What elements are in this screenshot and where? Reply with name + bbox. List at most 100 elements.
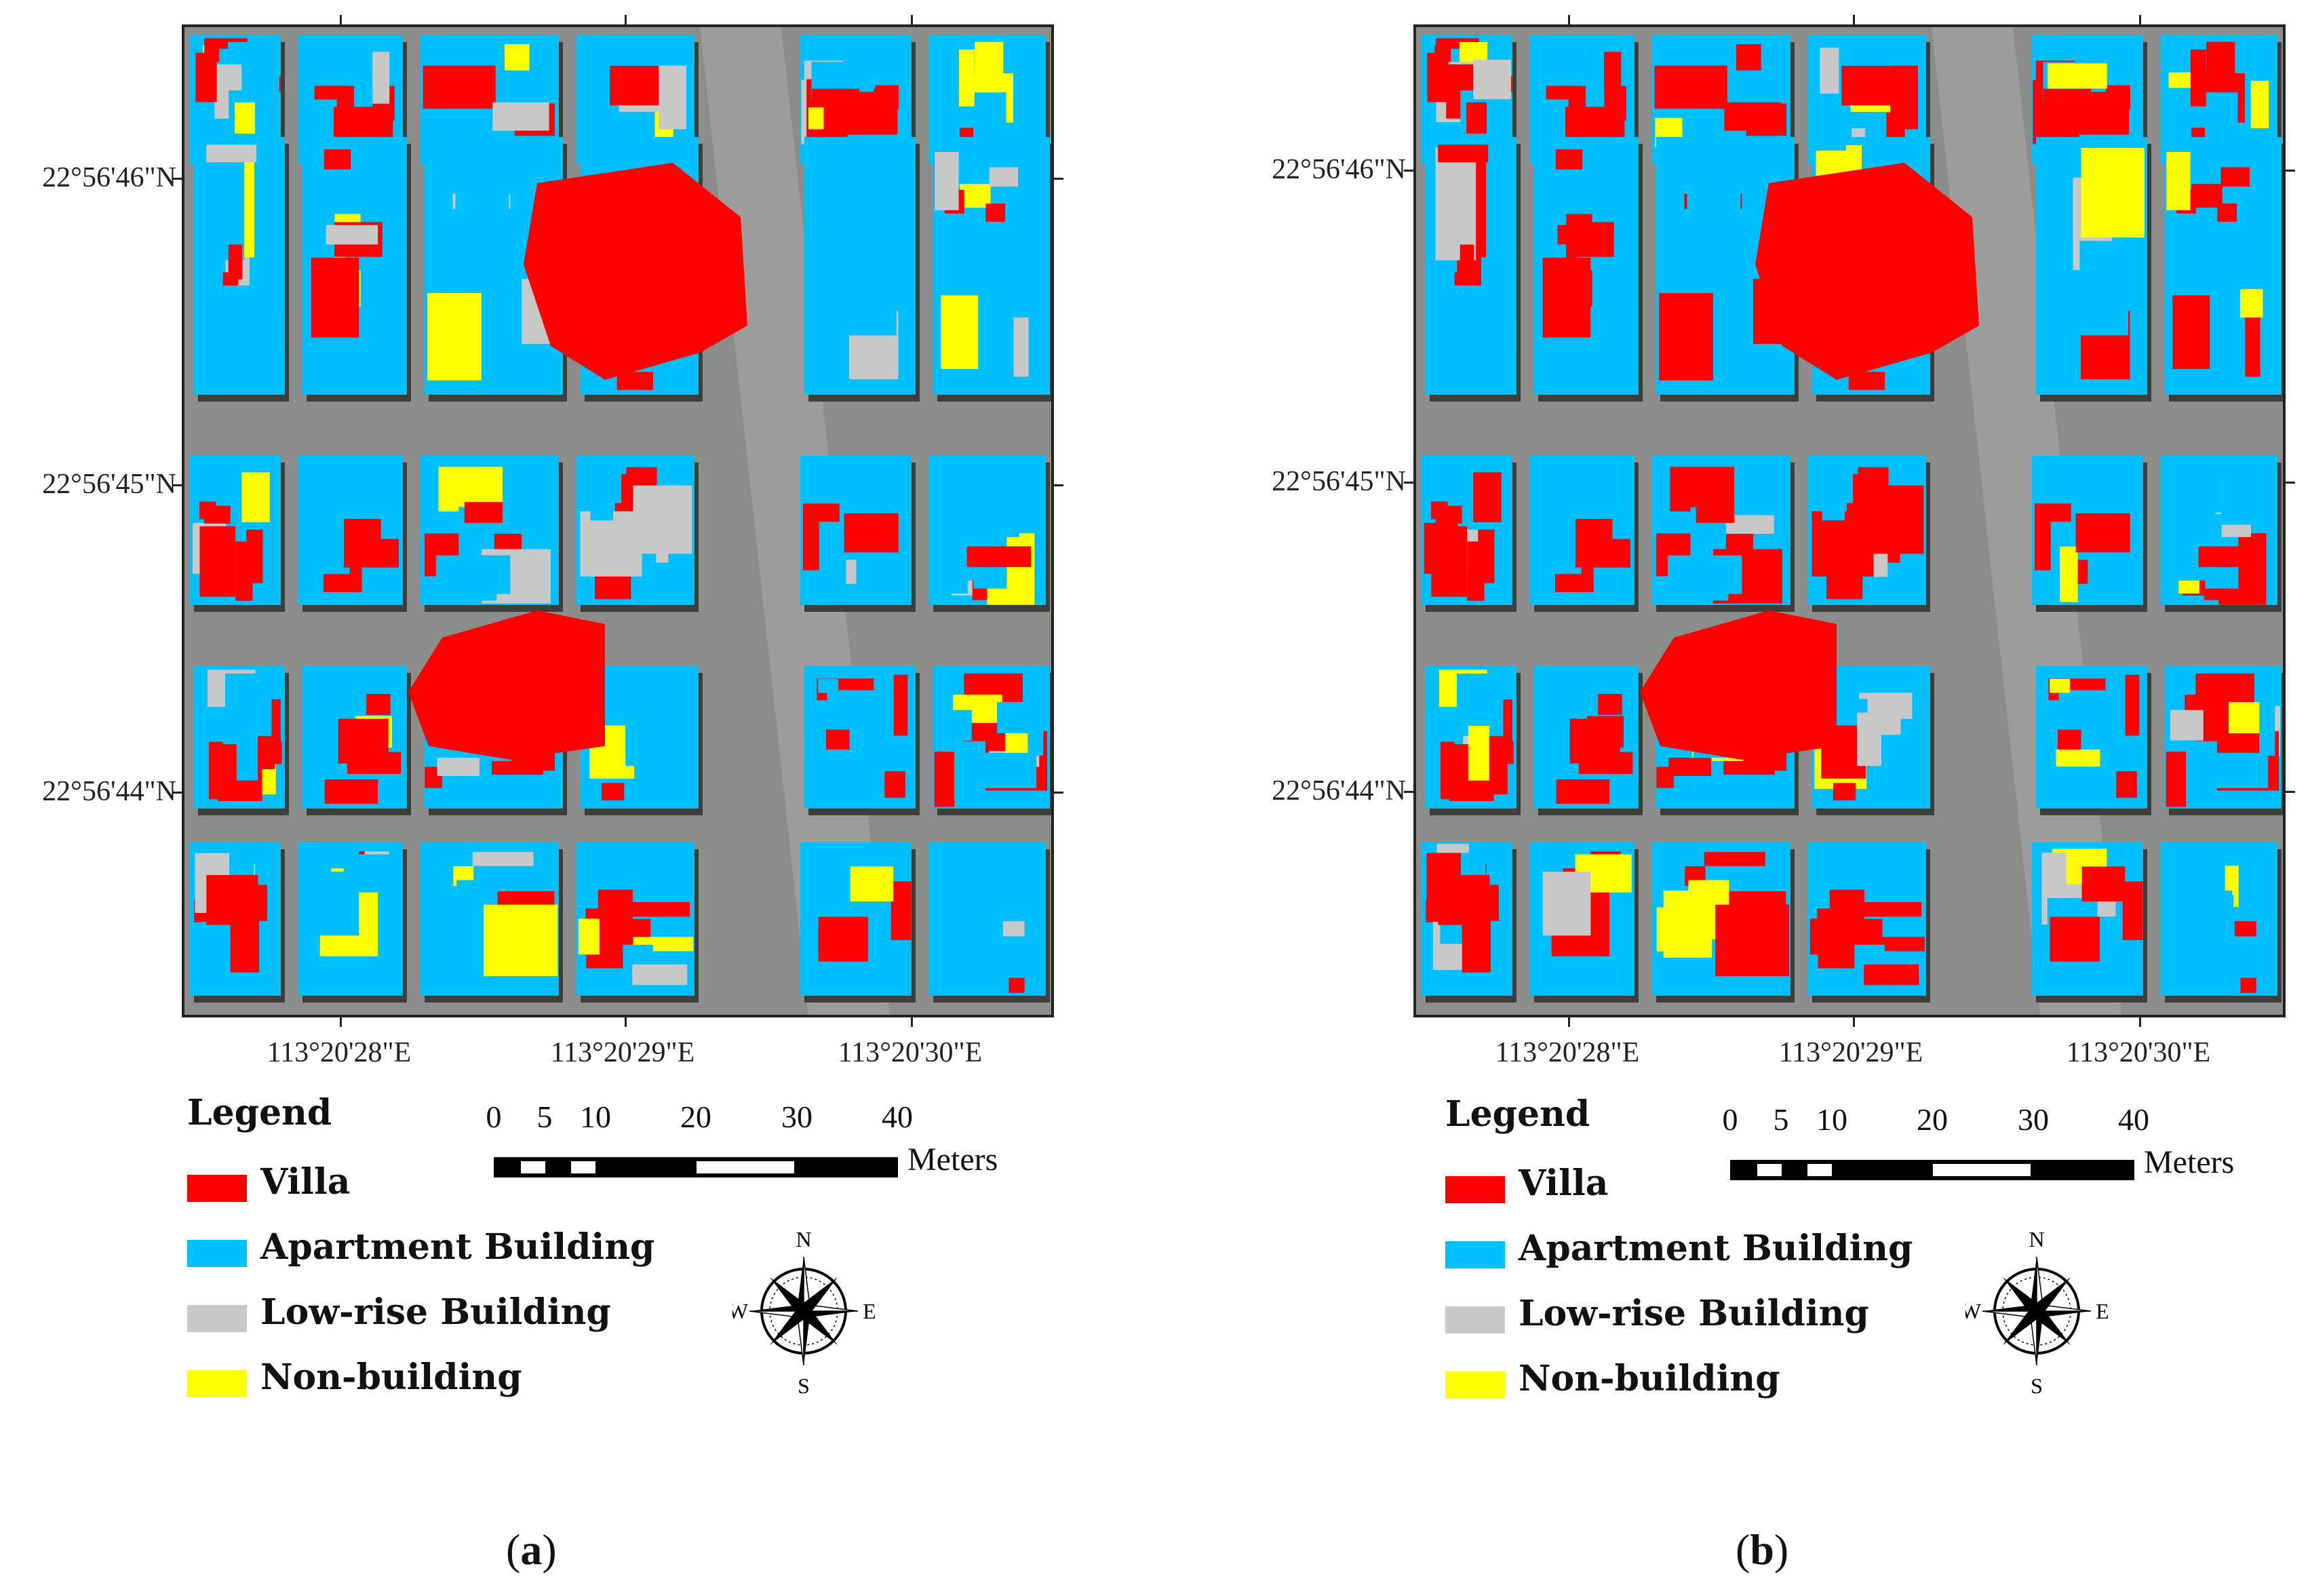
class-patch: [1668, 758, 1712, 777]
longitude-label: 113°20'29"E: [550, 1037, 695, 1068]
legend-item-apartment: Apartment Building: [1445, 1228, 1920, 1269]
legend-swatch: [187, 1305, 247, 1332]
class-patch: [236, 725, 258, 781]
frame-tick: [172, 484, 184, 486]
class-patch: [1890, 65, 1918, 130]
class-patch: [633, 485, 692, 554]
class-patch: [311, 872, 359, 936]
classified-map-b: [1416, 27, 2283, 1015]
class-patch: [2039, 107, 2056, 130]
frame-tick: [2139, 1015, 2141, 1027]
class-patch: [1542, 872, 1591, 936]
class-patch: [1557, 225, 1610, 245]
class-patch: [437, 758, 480, 777]
class-patch: [649, 735, 690, 777]
latitude-label: 22°56'44"N: [42, 776, 176, 807]
legend-label: Villa: [1519, 1163, 1609, 1204]
scale-tick-label: 0: [1722, 1102, 1738, 1137]
frame-tick: [1404, 791, 1416, 793]
class-patch: [1654, 65, 1727, 109]
compass-n: N: [796, 1227, 811, 1251]
villa-block: [408, 610, 605, 760]
scale-tick-label: 20: [680, 1099, 711, 1134]
class-patch: [971, 752, 1037, 788]
class-patch: [801, 461, 857, 499]
class-patch: [1025, 894, 1044, 942]
longitude-label: 113°20'30"E: [838, 1037, 983, 1068]
class-patch: [314, 85, 349, 100]
class-patch: [985, 203, 1005, 222]
class-patch: [2059, 546, 2078, 602]
scale-segment: [571, 1161, 595, 1173]
compass-w: W: [732, 1299, 749, 1323]
frame-tick: [1568, 15, 1570, 27]
legend-swatch: [1445, 1176, 1505, 1203]
class-patch: [964, 890, 1001, 955]
compass-w: W: [1965, 1299, 1982, 1323]
class-patch: [1659, 293, 1713, 381]
scale-segment: [521, 1161, 545, 1173]
class-patch: [1696, 502, 1735, 523]
class-patch: [324, 779, 378, 804]
scale-tick-label: 30: [781, 1099, 813, 1134]
longitude-label: 113°20'28"E: [267, 1037, 412, 1068]
frame-tick: [1404, 482, 1416, 484]
class-patch: [2079, 241, 2129, 336]
scale-segment: [1933, 1164, 2031, 1176]
class-patch: [1833, 783, 1856, 801]
class-patch: [1449, 285, 1495, 372]
class-patch: [2172, 295, 2210, 369]
frame-tick: [1404, 170, 1416, 172]
class-patch: [484, 904, 558, 977]
class-patch: [1848, 372, 1885, 390]
legend-item-lowrise: Low-rise Building: [1445, 1293, 1920, 1334]
scale-bar: 0 5 10 20 30 40 Meters: [1722, 1102, 2281, 1190]
class-patch: [632, 964, 688, 986]
longitude-label: 113°20'29"E: [1778, 1037, 1923, 1068]
frame-tick: [911, 15, 913, 27]
frame-tick: [1051, 178, 1063, 180]
class-patch: [884, 771, 905, 798]
caption-open: (: [506, 1525, 521, 1574]
classified-map-a: [184, 27, 1051, 1015]
class-patch: [966, 546, 1032, 568]
class-patch: [849, 148, 913, 238]
class-patch: [2033, 461, 2088, 499]
class-patch: [1820, 47, 1839, 94]
class-patch: [1724, 102, 1781, 131]
class-patch: [818, 916, 868, 962]
class-patch: [1736, 44, 1761, 71]
frame-tick: [340, 15, 342, 27]
class-patch: [324, 149, 351, 170]
scale-tick-label: 30: [2018, 1102, 2049, 1137]
class-patch: [1431, 526, 1468, 597]
class-patch: [338, 718, 389, 764]
class-patch: [2050, 916, 2100, 962]
panel-caption-a: (a): [506, 1525, 557, 1575]
class-patch: [2081, 866, 2126, 901]
class-patch: [1473, 60, 1511, 100]
frame-tick: [2283, 791, 2295, 793]
frame-tick: [340, 1015, 342, 1027]
scale-tick-label: 10: [1816, 1102, 1847, 1137]
class-patch: [601, 783, 625, 801]
legend-item-villa: Villa: [1445, 1163, 1920, 1204]
class-patch: [241, 60, 279, 100]
class-patch: [228, 244, 243, 279]
class-patch: [840, 92, 898, 135]
latitude-label: 22°56'45"N: [42, 469, 176, 500]
scale-track: [494, 1157, 898, 1177]
legend-label: Low-rise Building: [260, 1291, 611, 1333]
legend-swatch: [1445, 1371, 1505, 1399]
class-patch: [195, 52, 217, 102]
scale-track: [1730, 1160, 2134, 1180]
class-patch: [1809, 918, 1832, 955]
compass-rose-icon: N S W E: [728, 1227, 876, 1398]
frame-tick: [911, 1015, 913, 1027]
frame-tick: [2139, 15, 2141, 27]
class-patch: [241, 472, 270, 522]
class-patch: [1460, 244, 1474, 279]
class-patch: [1546, 85, 1581, 100]
scale-tick-label: 5: [536, 1099, 553, 1134]
longitude-label: 113°20'28"E: [1495, 1037, 1640, 1068]
